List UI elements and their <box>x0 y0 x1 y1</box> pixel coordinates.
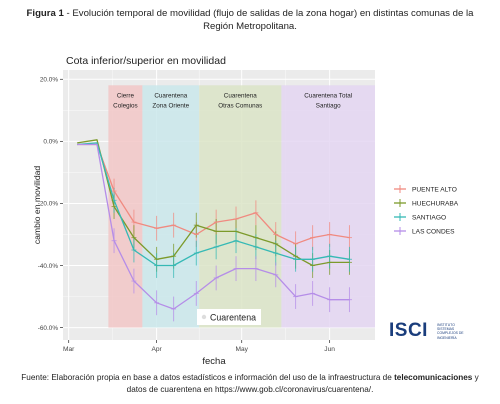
source-text-bold: telecomunicaciones <box>394 373 473 382</box>
annotation-box: Cuarentena <box>197 309 261 325</box>
x-tick-label: Mar <box>63 346 75 353</box>
isci-logo: ISCI INSTITUTO SISTEMAS COMPLEJOS DE ING… <box>389 320 469 344</box>
legend-label: SANTIAGO <box>412 214 446 221</box>
series-line <box>77 143 350 245</box>
region-label: Cierre <box>117 92 135 99</box>
region-label: Cuarentena <box>224 92 257 99</box>
y-axis-label: cambio en movilidad <box>32 166 42 245</box>
region-band <box>142 85 200 328</box>
annotation-text: Cuarentena <box>210 313 256 323</box>
figure-caption-text: - Evolución temporal de movilidad (flujo… <box>63 8 474 32</box>
x-tick-label: Jun <box>324 346 335 353</box>
figure-caption: Figura 1 - Evolución temporal de movilid… <box>20 7 480 33</box>
series-line <box>77 143 350 310</box>
region-label: Zona Oriente <box>152 102 189 109</box>
isci-logo-text: ISCI <box>389 320 428 341</box>
figure-label: Figura 1 <box>26 8 64 19</box>
annotation-dot <box>201 314 207 320</box>
y-tick-label: 20.0% <box>40 77 58 84</box>
region-band <box>199 85 282 328</box>
legend-label: HUECHURABA <box>412 200 459 207</box>
figure-source: Fuente: Elaboración propia en base a dat… <box>12 372 488 395</box>
region-label: Otras Comunas <box>218 102 262 109</box>
y-tick-label: -20.0% <box>38 201 59 208</box>
y-tick-label: -60.0% <box>38 325 59 332</box>
legend-label: PUENTE ALTO <box>412 186 457 193</box>
region-band <box>281 85 375 328</box>
y-tick-label: 0.0% <box>43 139 58 146</box>
series-line <box>77 142 350 267</box>
isci-logo-subtitle: INSTITUTO SISTEMAS COMPLEJOS DE INGENIER… <box>437 323 464 340</box>
region-label: Cuarentena <box>154 92 187 99</box>
chart-title: Cota inferior/superior en movilidad <box>66 55 226 67</box>
mobility-chart: Cierre Colegios Cuarentena Zona Oriente Cuar… <box>32 55 459 367</box>
source-text-end: y datos de cuarentena en https://www.gob… <box>126 373 479 394</box>
region-label: Colegios <box>113 102 138 109</box>
y-tick-label: -40.0% <box>38 263 59 270</box>
x-tick-label: May <box>235 346 248 353</box>
x-tick-label: Apr <box>151 346 162 353</box>
x-axis-label: fecha <box>202 356 226 367</box>
source-text-start: Fuente: Elaboración propia en base a dat… <box>21 373 395 382</box>
region-label: Cuarentena Total <box>304 92 352 99</box>
region-label: Santiago <box>316 102 341 109</box>
legend-label: LAS CONDES <box>412 228 455 235</box>
